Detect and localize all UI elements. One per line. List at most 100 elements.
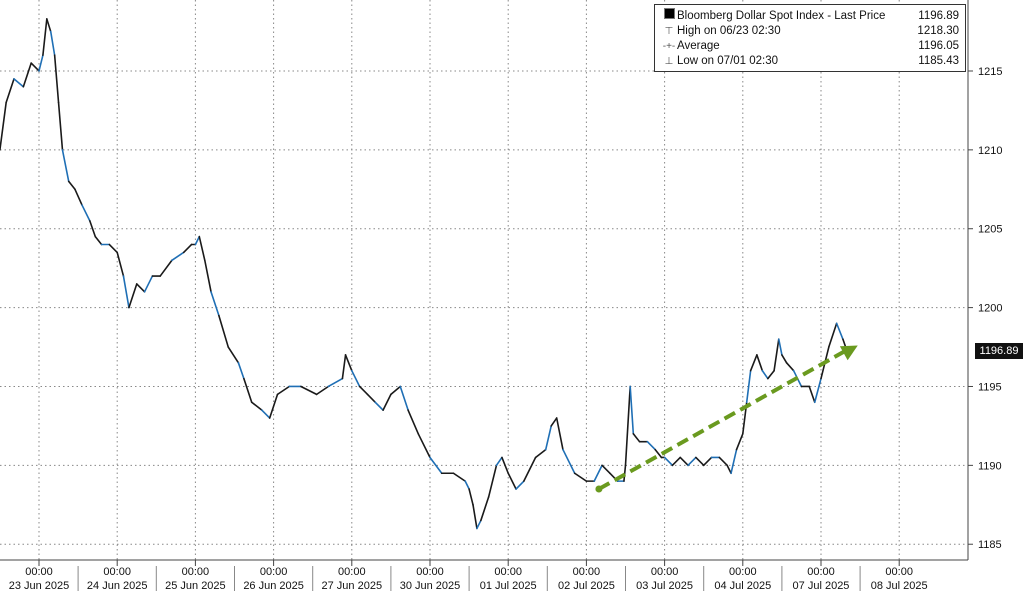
price-segment bbox=[573, 472, 588, 482]
series-square-icon bbox=[661, 8, 677, 24]
trend-arrow-start bbox=[595, 485, 603, 493]
price-segment bbox=[358, 385, 369, 396]
price-segment bbox=[464, 480, 470, 490]
price-segment bbox=[382, 393, 392, 411]
price-segment bbox=[5, 78, 15, 104]
price-segment bbox=[57, 101, 64, 151]
price-segment bbox=[773, 338, 780, 372]
price-segment bbox=[476, 519, 482, 530]
price-segment bbox=[593, 464, 603, 482]
price-series bbox=[0, 18, 850, 530]
price-segment bbox=[501, 456, 510, 475]
price-segment bbox=[42, 18, 48, 57]
price-segment bbox=[623, 464, 627, 482]
price-segment bbox=[13, 78, 25, 88]
legend-low-label: Low on 07/01 02:30 bbox=[677, 55, 779, 67]
price-segment bbox=[417, 433, 431, 459]
price-segment bbox=[468, 488, 474, 506]
price-segment bbox=[781, 354, 788, 364]
price-segment bbox=[515, 480, 525, 490]
price-segment bbox=[523, 456, 537, 482]
price-segment bbox=[276, 385, 291, 396]
legend-high-label: High on 06/23 02:30 bbox=[677, 25, 781, 37]
trend-arrow bbox=[595, 345, 858, 493]
price-segment bbox=[726, 464, 732, 475]
last-price-badge: 1196.89 bbox=[975, 343, 1023, 359]
y-tick-label: 1195 bbox=[978, 381, 1002, 393]
legend-row-low: ⊥ Low on 07/01 02:30 1185.43 bbox=[661, 54, 959, 69]
price-segment bbox=[730, 448, 738, 475]
price-segment bbox=[74, 188, 83, 206]
price-segment bbox=[194, 235, 201, 246]
price-segment bbox=[687, 456, 697, 467]
legend-last-value: 1196.89 bbox=[918, 9, 959, 22]
price-segment bbox=[679, 456, 689, 467]
price-segment bbox=[718, 456, 728, 467]
price-segment bbox=[210, 291, 220, 317]
price-segment bbox=[429, 456, 443, 475]
price-segment bbox=[61, 149, 70, 183]
x-tick-time: 00:00 bbox=[25, 566, 53, 578]
price-segment bbox=[507, 472, 517, 490]
price-segment bbox=[761, 369, 769, 380]
price-segment bbox=[350, 369, 361, 388]
price-segment bbox=[390, 385, 402, 396]
x-tick-date: 04 Jul 2025 bbox=[714, 580, 771, 591]
x-tick-time: 00:00 bbox=[573, 566, 601, 578]
legend-row-high: ⊤ High on 06/23 02:30 1218.30 bbox=[661, 24, 959, 39]
x-tick-date: 02 Jul 2025 bbox=[558, 580, 615, 591]
price-segment bbox=[268, 393, 279, 419]
price-segment bbox=[327, 377, 344, 388]
price-segment bbox=[777, 338, 783, 356]
price-segment bbox=[182, 243, 193, 254]
legend-high-value: 1218.30 bbox=[917, 25, 959, 37]
x-tick-time: 00:00 bbox=[416, 566, 444, 578]
price-segment bbox=[122, 275, 130, 309]
legend-row-average: -+- Average 1196.05 bbox=[661, 39, 959, 54]
price-segment bbox=[452, 472, 466, 482]
price-segment bbox=[534, 448, 547, 459]
x-tick-date: 26 Jun 2025 bbox=[243, 580, 304, 591]
y-tick-label: 1215 bbox=[978, 66, 1002, 78]
low-marker-icon: ⊥ bbox=[664, 56, 674, 67]
price-segment bbox=[366, 393, 377, 404]
price-segment bbox=[835, 322, 844, 340]
x-tick-time: 00:00 bbox=[103, 566, 131, 578]
y-tick-label: 1210 bbox=[978, 145, 1002, 157]
x-tick-date: 27 Jun 2025 bbox=[322, 580, 383, 591]
price-segment bbox=[22, 62, 32, 88]
price-segment bbox=[671, 456, 682, 467]
price-segment bbox=[237, 362, 245, 380]
price-segment bbox=[198, 235, 206, 262]
price-segment bbox=[646, 440, 657, 451]
price-segment bbox=[374, 401, 384, 411]
legend-row-last: Bloomberg Dollar Spot Index - Last Price… bbox=[661, 8, 959, 24]
y-axis-ticks: 1185 1190 1195 1200 1205 1210 1215 bbox=[968, 66, 1002, 551]
price-segment bbox=[344, 354, 353, 372]
price-segment bbox=[663, 456, 674, 467]
price-segment bbox=[808, 385, 816, 404]
price-segment bbox=[735, 433, 744, 451]
x-tick-time: 00:00 bbox=[338, 566, 366, 578]
price-segment bbox=[89, 220, 97, 238]
price-segment bbox=[49, 30, 56, 57]
y-tick-label: 1185 bbox=[978, 539, 1002, 551]
x-tick-time: 00:00 bbox=[729, 566, 757, 578]
price-segment bbox=[632, 433, 641, 443]
price-segment bbox=[143, 275, 154, 293]
x-tick-date: 07 Jul 2025 bbox=[793, 580, 850, 591]
price-segment bbox=[261, 409, 271, 419]
legend-average-label: Average bbox=[677, 40, 720, 52]
trend-arrow-head bbox=[839, 345, 858, 361]
price-segment bbox=[30, 62, 40, 72]
x-tick-date: 25 Jun 2025 bbox=[165, 580, 226, 591]
price-segment bbox=[38, 54, 44, 72]
price-segment bbox=[487, 464, 498, 498]
price-segment bbox=[243, 377, 253, 404]
price-segment bbox=[315, 385, 330, 396]
x-tick-date: 30 Jun 2025 bbox=[400, 580, 461, 591]
x-tick-date: 23 Jun 2025 bbox=[9, 580, 70, 591]
legend-average-value: 1196.05 bbox=[918, 40, 959, 52]
price-segment bbox=[472, 503, 478, 530]
